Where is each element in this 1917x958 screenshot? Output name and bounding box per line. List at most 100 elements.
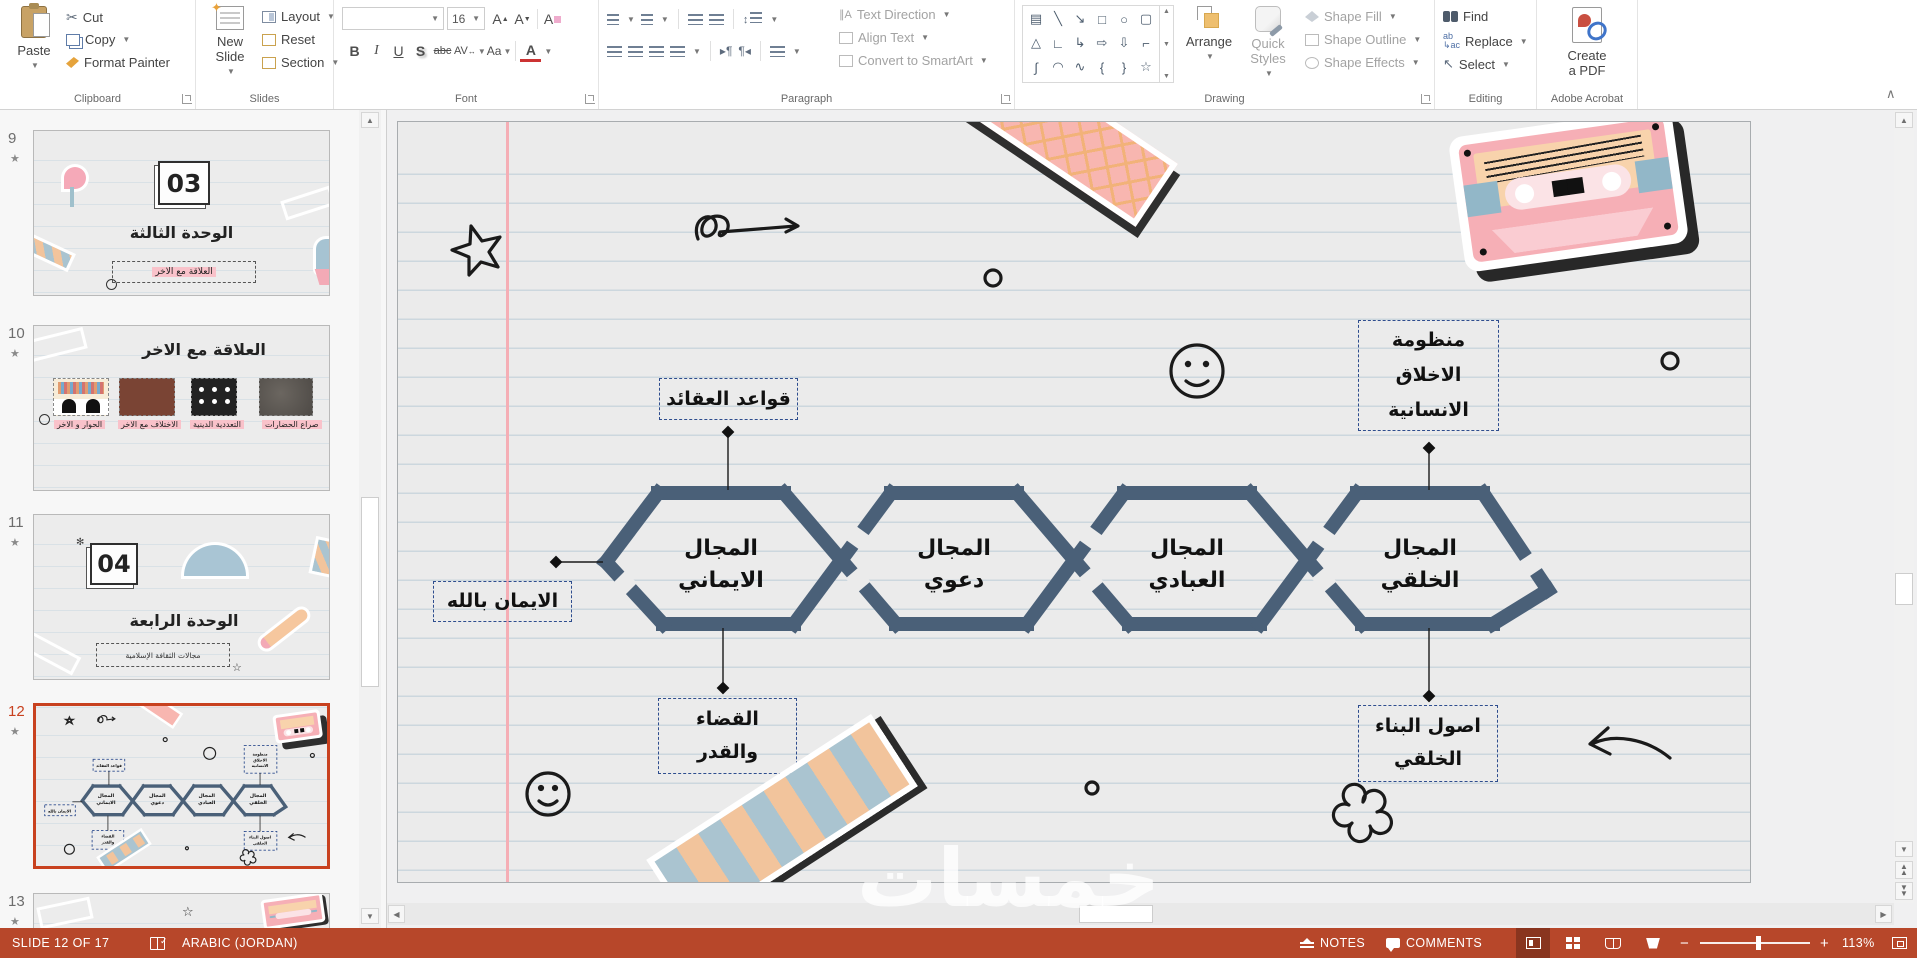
scroll-right-button[interactable]: ▶ — [1875, 905, 1892, 923]
textbox-aqaed[interactable]: قواعد العقائد — [659, 378, 798, 420]
shape-right-brace-icon[interactable]: } — [1121, 59, 1127, 75]
horizontal-scrollbar[interactable]: ◀ ▶ — [387, 903, 1894, 925]
zoom-in-button[interactable]: + — [1820, 934, 1830, 952]
slide-9-thumbnail[interactable]: 03 الوحدة الثالثة العلاقة مع الاخر — [33, 130, 330, 296]
shape-star-icon[interactable]: ☆ — [1140, 59, 1152, 74]
change-case-button[interactable]: Aa ▼ — [486, 44, 512, 58]
rtl-direction-button[interactable]: ¶◂ — [738, 44, 751, 58]
convert-smartart-button[interactable]: Convert to SmartArt ▼ — [839, 53, 988, 68]
panel-scroll-down-button[interactable]: ▼ — [361, 908, 379, 924]
shape-scribble-icon[interactable]: ∫ — [1034, 59, 1038, 75]
slideshow-button[interactable] — [1636, 928, 1670, 958]
shape-rectangle-icon[interactable]: □ — [1098, 11, 1106, 27]
shape-elbow-arrow-icon[interactable]: ↳ — [1074, 35, 1086, 50]
shape-textbox-icon[interactable]: ▤ — [1029, 11, 1043, 26]
shape-effects-button[interactable]: Shape Effects ▼ — [1305, 55, 1420, 70]
previous-slide-button[interactable]: ▲ ▲ — [1895, 861, 1913, 879]
align-right-button[interactable] — [649, 45, 664, 57]
align-center-button[interactable] — [628, 45, 643, 57]
text-shadow-button[interactable]: S — [415, 43, 426, 59]
comments-button[interactable]: COMMENTS — [1386, 928, 1482, 958]
line-spacing-button[interactable]: ↕ — [743, 12, 763, 26]
scroll-left-button[interactable]: ◀ — [388, 905, 405, 923]
bullets-button[interactable] — [607, 13, 619, 25]
shape-outline-button[interactable]: Shape Outline ▼ — [1305, 32, 1421, 47]
font-name-combo[interactable]: ▼ — [342, 7, 444, 30]
font-size-combo[interactable]: 16 ▼ — [447, 7, 485, 30]
shape-line-icon[interactable]: ╲ — [1054, 11, 1062, 26]
select-button[interactable]: ↖ Select ▼ — [1443, 56, 1510, 72]
slide-11-thumbnail[interactable]: 04 الوحدة الرابعة مجالات الثقافة الإسلام… — [33, 514, 330, 680]
scroll-down-button[interactable]: ▼ — [1895, 841, 1913, 857]
character-spacing-button[interactable]: AV ↔ ▼ — [454, 45, 486, 57]
shrink-font-button[interactable]: A ▼ — [514, 11, 531, 27]
ltr-direction-button[interactable]: ▸¶ — [719, 44, 733, 58]
slide-10-thumbnail[interactable]: العلاقة مع الاخر الحوار و الاخر الاختلاف… — [33, 325, 330, 491]
font-dialog-launcher[interactable] — [585, 94, 595, 104]
underline-button[interactable]: U — [393, 43, 404, 59]
paste-button[interactable]: Paste ▼ — [8, 3, 60, 73]
panel-scroll-up-button[interactable]: ▲ — [361, 112, 379, 128]
shape-fill-button[interactable]: Shape Fill ▼ — [1305, 9, 1397, 24]
clear-formatting-button[interactable]: A — [542, 8, 563, 30]
reading-view-button[interactable] — [1596, 928, 1630, 958]
columns-button[interactable] — [769, 45, 785, 57]
new-slide-button[interactable]: New Slide ▼ — [204, 0, 256, 79]
textbox-osol[interactable]: اصول البناء الخلقي — [1358, 705, 1498, 782]
vertical-scrollbar[interactable]: ▲ ▼ ▲ ▲ ▼ ▼ — [1894, 110, 1914, 903]
shape-right-arrow-icon[interactable]: ⇨ — [1096, 35, 1108, 50]
textbox-monzoma[interactable]: منظومة الاخلاق الانسانية — [1358, 320, 1499, 431]
slide-12-editing-surface[interactable]: المجال الايماني المجال دعوي المجال العبادي … — [397, 121, 1751, 883]
create-pdf-button[interactable]: Create a PDF — [1561, 7, 1613, 78]
zoom-out-button[interactable]: − — [1680, 934, 1690, 952]
shape-curve-icon[interactable]: ∿ — [1074, 59, 1086, 74]
shape-down-arrow-icon[interactable]: ⇩ — [1118, 35, 1130, 50]
textbox-qadar[interactable]: القضاء والقدر — [658, 698, 797, 774]
zoom-level[interactable]: 113% — [1842, 936, 1875, 950]
section-button[interactable]: Section ▼ — [262, 55, 339, 70]
bold-button[interactable]: B — [349, 43, 360, 59]
shape-corner-icon[interactable]: ⌐ — [1142, 35, 1150, 51]
shapes-gallery-scroll[interactable]: ▲ ▼ ▼ — [1159, 6, 1173, 82]
reset-button[interactable]: Reset — [262, 32, 315, 47]
slide-sorter-view-button[interactable] — [1556, 928, 1590, 958]
slide-12-thumbnail-selected[interactable]: المجال الايماني المجال دعوي المجال العبادي … — [33, 703, 330, 869]
drawing-dialog-launcher[interactable] — [1421, 94, 1431, 104]
next-slide-button[interactable]: ▼ ▼ — [1895, 882, 1913, 900]
arrange-button[interactable]: Arrange ▼ — [1182, 6, 1236, 64]
spell-check-indicator[interactable] — [150, 928, 168, 958]
shapes-gallery[interactable]: ▤ ╲ ↘ □ ○ ▢ △ ∟ ↳ ⇨ ⇩ ⌐ ∫ ◠ ∿ { } — [1022, 5, 1174, 83]
replace-button[interactable]: ab ↳ac Replace ▼ — [1443, 32, 1528, 50]
paragraph-dialog-launcher[interactable] — [1001, 94, 1011, 104]
collapse-ribbon-button[interactable]: ∧ — [1886, 86, 1896, 101]
numbering-button[interactable] — [640, 13, 653, 25]
zoom-slider[interactable] — [1700, 936, 1810, 950]
copy-button[interactable]: Copy ▼ — [66, 32, 130, 47]
clipboard-dialog-launcher[interactable] — [182, 94, 192, 104]
find-button[interactable]: Find — [1443, 9, 1488, 24]
fit-to-window-button[interactable] — [1884, 928, 1914, 958]
shape-arc-icon[interactable]: ◠ — [1052, 59, 1064, 74]
textbox-iman[interactable]: الايمان بالله — [433, 581, 572, 622]
zoom-slider-thumb[interactable] — [1756, 936, 1761, 950]
layout-button[interactable]: Layout ▼ — [262, 9, 335, 24]
justify-button[interactable] — [670, 45, 685, 57]
decrease-indent-button[interactable] — [687, 13, 703, 25]
normal-view-button[interactable] — [1516, 928, 1550, 958]
italic-button[interactable]: I — [374, 43, 379, 58]
slide-13-thumbnail[interactable]: ☆ — [33, 893, 330, 928]
slide-counter[interactable]: SLIDE 12 OF 17 — [12, 936, 110, 950]
quick-styles-button[interactable]: Quick Styles ▼ — [1240, 6, 1296, 81]
horizontal-scrollbar-thumb[interactable] — [1079, 905, 1153, 923]
panel-scrollbar-thumb[interactable] — [361, 497, 379, 687]
text-direction-button[interactable]: ∥A Text Direction ▼ — [839, 7, 951, 22]
shape-arrow-icon[interactable]: ↘ — [1074, 11, 1086, 26]
align-text-button[interactable]: Align Text ▼ — [839, 30, 929, 45]
panel-scrollbar[interactable]: ▲ ▼ — [359, 110, 381, 928]
scroll-up-button[interactable]: ▲ — [1895, 112, 1913, 128]
notes-button[interactable]: NOTES — [1300, 928, 1365, 958]
strikethrough-button[interactable]: abc — [433, 45, 452, 57]
format-painter-button[interactable]: Format Painter — [66, 55, 170, 70]
vertical-scrollbar-thumb[interactable] — [1895, 573, 1913, 605]
